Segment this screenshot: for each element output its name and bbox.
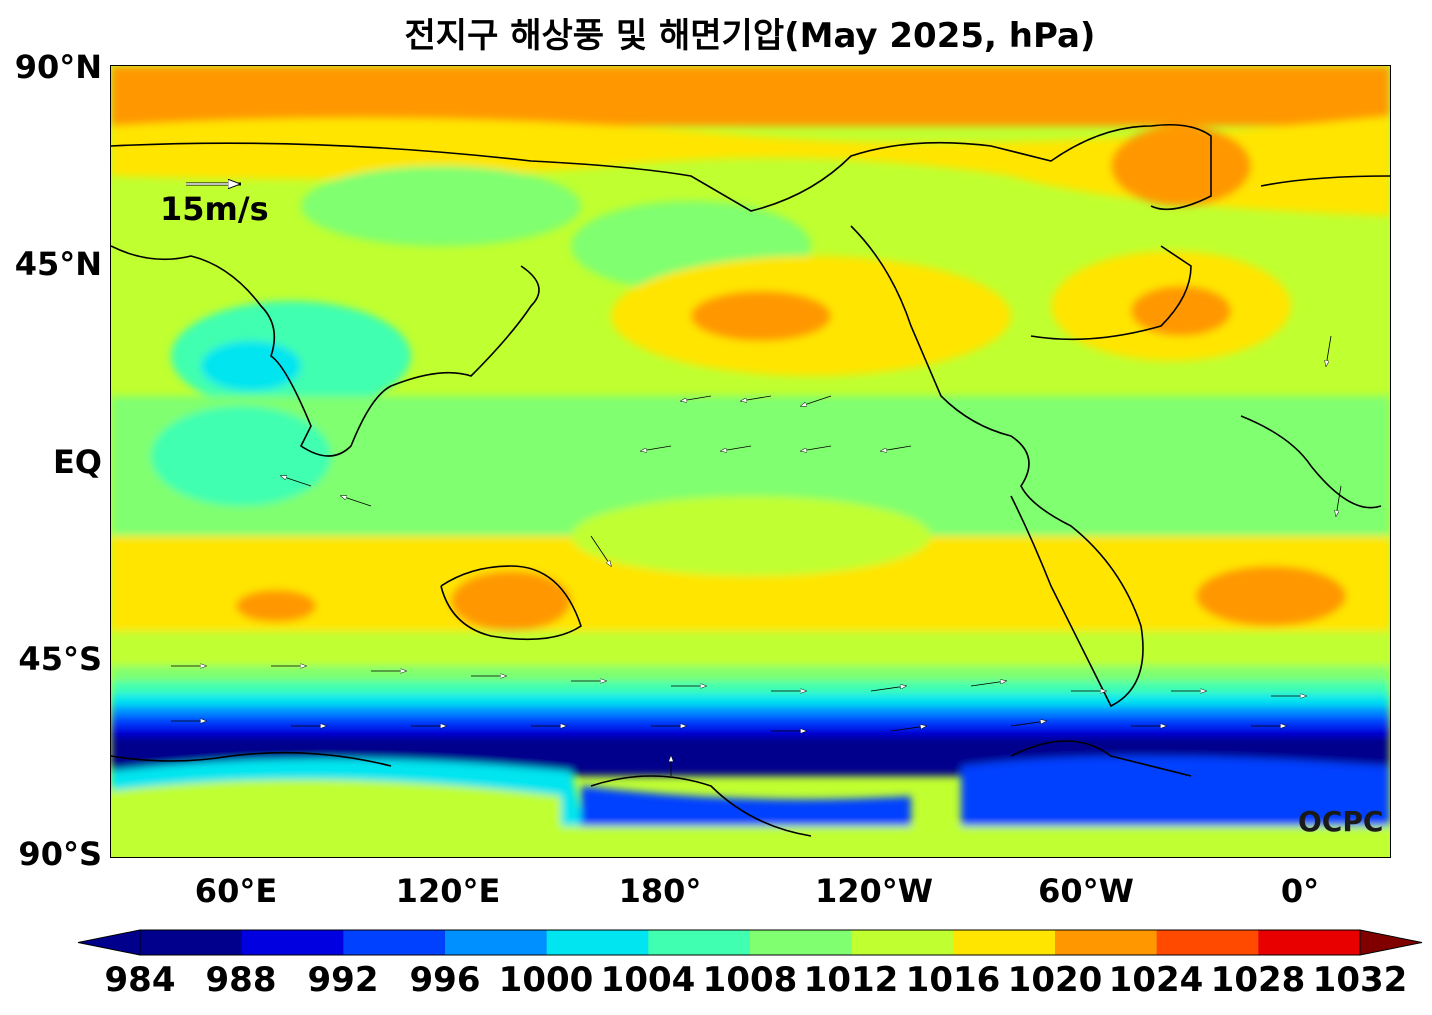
lon-label-60w: 60°W: [1038, 872, 1134, 910]
reference-vector-label: 15m/s: [160, 190, 269, 228]
cbar-label-1024: 1024: [1108, 960, 1204, 1000]
cbar-label-988: 988: [205, 960, 277, 1000]
arctic-band: [111, 66, 1390, 126]
map-panel: [110, 65, 1391, 858]
lat-label-90s: 90°S: [18, 835, 102, 873]
antarctic-rim: [111, 826, 1390, 857]
greenland-high: [1111, 126, 1251, 206]
cbar-label-1004: 1004: [600, 960, 696, 1000]
s-pacific-green: [571, 496, 931, 576]
band-1004: [111, 681, 1390, 694]
colorbar-swatch: [953, 930, 1056, 955]
n-atlantic-high-core: [1131, 286, 1231, 336]
n-pacific-high-core: [691, 291, 831, 341]
cbar-label-1028: 1028: [1210, 960, 1306, 1000]
cbar-label-992: 992: [307, 960, 379, 1000]
colorbar-swatch: [1156, 930, 1259, 955]
lat-label-45s: 45°S: [18, 640, 102, 678]
lat-label-eq: EQ: [52, 443, 102, 481]
cbar-label-1000: 1000: [498, 960, 594, 1000]
lon-label-0: 0°: [1280, 872, 1320, 910]
colorbar-swatch: [1055, 930, 1158, 955]
pressure-field: [111, 66, 1390, 857]
australia-high: [451, 571, 571, 631]
colorbar-border: [139, 929, 1361, 956]
siberia-low: [301, 166, 581, 246]
cbar-label-984: 984: [104, 960, 176, 1000]
colorbar-swatch: [343, 930, 446, 955]
colorbar-extend-low: [77, 929, 141, 956]
colorbar-swatch: [546, 930, 649, 955]
band-1000: [111, 694, 1390, 706]
colorbar-swatch: [241, 930, 344, 955]
subpolar-high-north: [111, 116, 1390, 216]
colorbar: [77, 929, 1423, 956]
map-title: 전지구 해상풍 및 해면기압(May 2025, hPa): [404, 16, 1096, 56]
band-1012: [111, 631, 1390, 666]
lon-label-120e: 120°E: [395, 872, 501, 910]
lon-label-120w: 120°W: [814, 872, 934, 910]
colorbar-swatch: [851, 930, 954, 955]
cbar-label-996: 996: [409, 960, 481, 1000]
s-atlantic-high: [1196, 566, 1346, 626]
colorbar-swatch: [1258, 930, 1361, 955]
indian-ocean-green: [151, 406, 331, 506]
colorbar-swatch: [445, 930, 548, 955]
band-992: [111, 716, 1390, 726]
colorbar-extend-high: [1359, 929, 1423, 956]
cbar-label-1020: 1020: [1007, 960, 1103, 1000]
band-988: [111, 726, 1390, 736]
lon-label-60e: 60°E: [194, 872, 278, 910]
colorbar-swatch: [750, 930, 853, 955]
ocpc-watermark: OCPC: [1298, 805, 1384, 838]
cbar-label-1008: 1008: [702, 960, 798, 1000]
cbar-label-1016: 1016: [905, 960, 1001, 1000]
wind-vectors: [171, 184, 1342, 776]
asia-monsoon-core: [201, 341, 301, 391]
s-indian-high: [236, 590, 316, 622]
band-1008: [111, 666, 1390, 681]
lat-label-90n: 90°N: [14, 48, 102, 86]
lat-label-45n: 45°N: [14, 245, 102, 283]
colorbar-swatch: [648, 930, 751, 955]
coastlines: [111, 123, 1390, 837]
cbar-label-1032: 1032: [1312, 960, 1408, 1000]
band-996: [111, 706, 1390, 716]
lon-label-180: 180°: [618, 872, 702, 910]
cbar-label-1012: 1012: [803, 960, 899, 1000]
colorbar-swatch: [140, 930, 243, 955]
